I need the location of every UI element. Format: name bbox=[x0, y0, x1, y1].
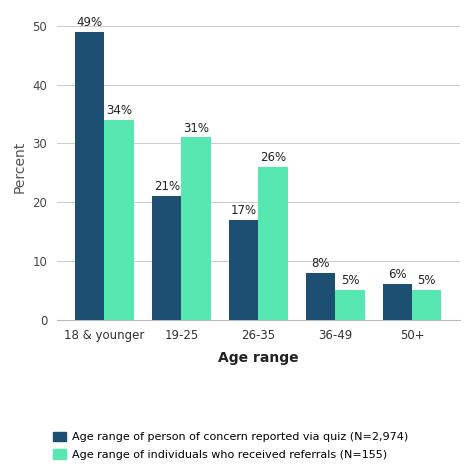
Bar bbox=[306, 273, 335, 320]
Bar bbox=[229, 219, 258, 320]
Bar bbox=[182, 137, 210, 320]
Bar bbox=[258, 167, 288, 320]
Legend: Age range of person of concern reported via quiz (N=2,974), Age range of individ: Age range of person of concern reported … bbox=[53, 431, 408, 460]
Bar bbox=[335, 290, 365, 320]
X-axis label: Age range: Age range bbox=[218, 351, 299, 365]
Text: 6%: 6% bbox=[388, 268, 407, 282]
Bar bbox=[412, 290, 441, 320]
Text: 21%: 21% bbox=[154, 180, 180, 193]
Bar bbox=[75, 32, 104, 320]
Y-axis label: Percent: Percent bbox=[13, 141, 27, 193]
Text: 26%: 26% bbox=[260, 151, 286, 164]
Text: 49%: 49% bbox=[77, 16, 103, 29]
Text: 31%: 31% bbox=[183, 122, 209, 134]
Bar bbox=[152, 196, 182, 320]
Text: 5%: 5% bbox=[341, 274, 359, 287]
Text: 8%: 8% bbox=[311, 257, 330, 270]
Bar bbox=[104, 120, 134, 320]
Bar bbox=[383, 284, 412, 320]
Text: 17%: 17% bbox=[231, 204, 257, 217]
Text: 34%: 34% bbox=[106, 104, 132, 117]
Text: 5%: 5% bbox=[418, 274, 436, 287]
